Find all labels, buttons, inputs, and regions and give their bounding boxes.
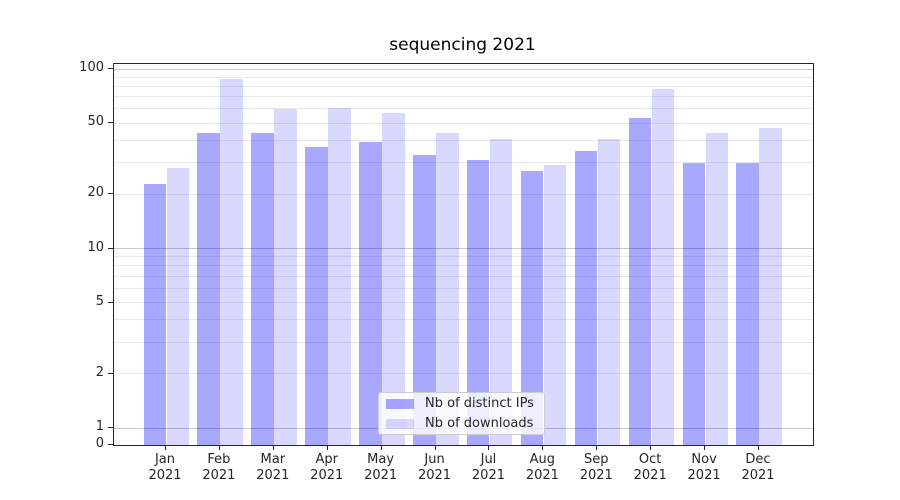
- plot-area: [113, 63, 814, 446]
- bar-downloads: [705, 133, 729, 445]
- y-axis-tick: [108, 122, 113, 124]
- x-axis-tick: [488, 445, 490, 450]
- bar-downloads: [543, 165, 567, 445]
- bar-downloads: [382, 112, 405, 445]
- x-tick-label: Jul 2021: [471, 452, 505, 483]
- x-tick-label: Oct 2021: [633, 452, 667, 483]
- y-axis-tick: [108, 68, 113, 69]
- bar-downloads: [759, 127, 782, 445]
- bar-distinct-ips: [520, 171, 544, 445]
- gridline-minor: [114, 341, 813, 343]
- gridline-minor: [114, 85, 813, 87]
- y-tick-label: 20: [87, 185, 104, 201]
- gridline-major: [114, 68, 813, 70]
- y-tick-label: 5: [95, 293, 104, 309]
- gridline-major: [114, 248, 813, 249]
- bar-distinct-ips: [359, 142, 382, 445]
- legend-label: Nb of downloads: [425, 416, 534, 431]
- x-tick-label: Dec 2021: [741, 452, 775, 483]
- x-tick-label: May 2021: [364, 452, 398, 483]
- y-tick-label: 2: [95, 364, 104, 380]
- bar-downloads: [220, 78, 243, 445]
- x-tick-label: Sep 2021: [579, 452, 613, 483]
- bar-distinct-ips: [197, 133, 220, 445]
- x-tick-label: Jan 2021: [148, 452, 182, 483]
- y-tick-label: 50: [87, 114, 104, 130]
- x-tick-label: Nov 2021: [687, 452, 721, 483]
- x-axis-tick: [272, 445, 274, 450]
- x-axis-tick: [704, 445, 706, 450]
- x-tick-label: Mar 2021: [256, 452, 290, 483]
- y-axis-tick: [108, 301, 113, 303]
- bar-downloads: [489, 138, 513, 445]
- x-axis-tick: [326, 445, 328, 450]
- gridline-minor: [114, 265, 813, 267]
- bar-distinct-ips: [305, 146, 328, 445]
- legend-swatch-distinct-ips: [386, 398, 414, 409]
- bar-distinct-ips: [466, 160, 490, 445]
- x-axis-tick: [542, 445, 544, 450]
- bar-downloads: [651, 89, 675, 445]
- y-tick-label: 1: [95, 419, 104, 434]
- x-tick-label: Aug 2021: [525, 452, 559, 483]
- x-axis-tick: [757, 445, 759, 450]
- gridline-minor: [114, 96, 813, 98]
- gridline-minor: [114, 302, 813, 304]
- x-axis-tick: [380, 445, 382, 450]
- legend-swatch-downloads: [386, 418, 414, 429]
- gridline-minor: [114, 287, 813, 289]
- bar-distinct-ips: [736, 162, 759, 445]
- gridline-minor: [114, 122, 813, 124]
- x-axis-tick: [165, 445, 166, 450]
- bar-distinct-ips: [143, 183, 166, 445]
- y-tick-label: 10: [87, 239, 104, 255]
- bar-downloads: [274, 108, 297, 445]
- bar-downloads: [328, 107, 351, 445]
- bar-downloads: [436, 133, 459, 445]
- gridline-minor: [114, 193, 813, 195]
- y-axis-tick: [108, 247, 113, 249]
- bar-downloads: [166, 168, 189, 445]
- legend-item: Nb of distinct IPs: [386, 395, 537, 412]
- legend: Nb of distinct IPs Nb of downloads: [378, 392, 545, 435]
- y-axis-tick: [108, 193, 113, 195]
- y-axis-tick: [108, 427, 113, 428]
- gridline-minor: [114, 275, 813, 277]
- gridline-minor: [114, 162, 813, 164]
- gridline-minor: [114, 108, 813, 110]
- bar-distinct-ips: [574, 150, 598, 445]
- gridline-minor: [114, 139, 813, 141]
- bar-downloads: [597, 138, 621, 445]
- x-axis-tick: [218, 445, 220, 450]
- gridline-minor: [114, 373, 813, 375]
- x-axis-tick: [650, 445, 652, 450]
- x-tick-label: Apr 2021: [310, 452, 344, 483]
- bar-distinct-ips: [251, 133, 274, 445]
- bar-distinct-ips: [628, 118, 652, 445]
- gridline-minor: [114, 256, 813, 258]
- chart-title: sequencing 2021: [389, 35, 536, 55]
- x-axis-tick: [596, 445, 598, 450]
- y-tick-label: 0: [95, 436, 104, 451]
- legend-label: Nb of distinct IPs: [425, 396, 534, 411]
- y-axis-tick: [108, 444, 113, 445]
- x-tick-label: Jun 2021: [417, 452, 452, 483]
- gridline-minor: [114, 76, 813, 78]
- gridline-minor: [114, 319, 813, 321]
- bar-distinct-ips: [413, 155, 436, 445]
- legend-item: Nb of downloads: [386, 415, 537, 432]
- y-axis-tick: [108, 372, 113, 374]
- bar-distinct-ips: [682, 162, 706, 445]
- x-tick-label: Feb 2021: [202, 452, 236, 483]
- y-tick-label: 100: [79, 60, 104, 75]
- x-axis-tick: [434, 445, 436, 450]
